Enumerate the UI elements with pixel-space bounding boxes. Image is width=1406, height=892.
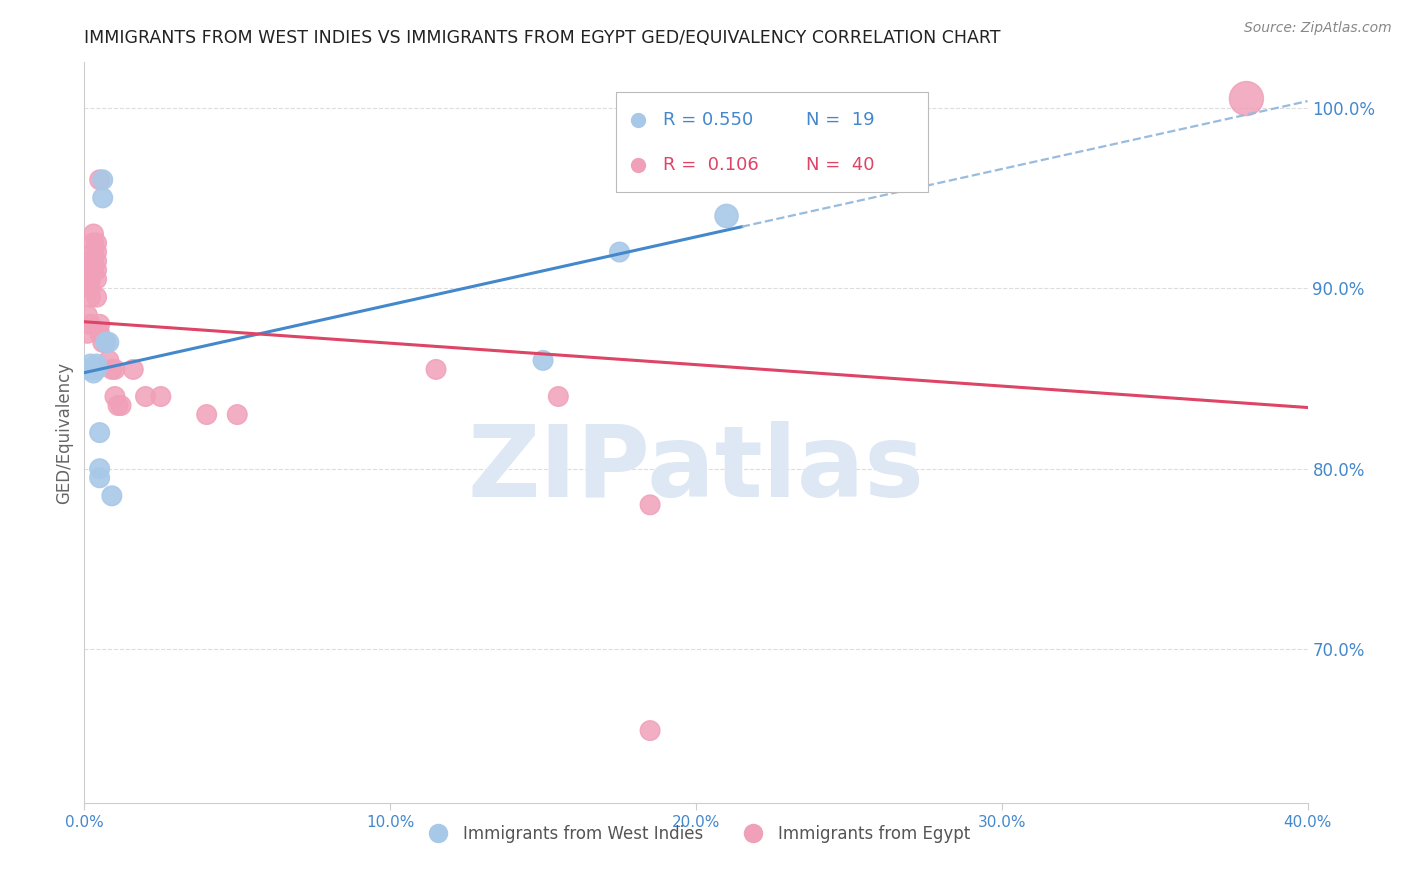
Point xyxy=(547,390,569,404)
Text: ZIPatlas: ZIPatlas xyxy=(468,421,924,518)
Text: IMMIGRANTS FROM WEST INDIES VS IMMIGRANTS FROM EGYPT GED/EQUIVALENCY CORRELATION: IMMIGRANTS FROM WEST INDIES VS IMMIGRANT… xyxy=(84,29,1001,47)
Point xyxy=(79,281,101,295)
Point xyxy=(195,408,218,422)
Text: N =  19: N = 19 xyxy=(806,111,875,129)
Point xyxy=(79,254,101,268)
Point xyxy=(731,173,754,187)
Point xyxy=(149,390,172,404)
Point xyxy=(86,245,108,260)
Point xyxy=(79,272,101,286)
Point xyxy=(531,353,554,368)
Point xyxy=(89,318,111,332)
Point xyxy=(94,335,117,350)
Point xyxy=(107,399,129,413)
Point xyxy=(104,390,127,404)
Point xyxy=(104,362,127,376)
Point xyxy=(83,254,105,268)
Point xyxy=(79,263,101,277)
Point xyxy=(79,357,101,371)
Point xyxy=(83,245,105,260)
Point xyxy=(101,489,124,503)
Point xyxy=(226,408,249,422)
Point xyxy=(89,461,111,475)
Point xyxy=(76,308,98,322)
Point xyxy=(86,254,108,268)
Point xyxy=(83,227,105,241)
Point xyxy=(110,399,132,413)
Text: N =  40: N = 40 xyxy=(806,156,875,174)
Legend: Immigrants from West Indies, Immigrants from Egypt: Immigrants from West Indies, Immigrants … xyxy=(415,819,977,850)
Text: R =  0.106: R = 0.106 xyxy=(664,156,759,174)
Point xyxy=(86,362,108,376)
Point xyxy=(638,498,661,512)
Point xyxy=(83,263,105,277)
Point xyxy=(83,235,105,250)
Point xyxy=(86,357,108,371)
Point xyxy=(425,362,447,376)
Point xyxy=(122,362,145,376)
Point xyxy=(89,425,111,440)
Point xyxy=(86,272,108,286)
Point xyxy=(89,471,111,485)
Point xyxy=(86,290,108,304)
FancyBboxPatch shape xyxy=(616,92,928,192)
Point xyxy=(83,362,105,376)
Point xyxy=(97,335,120,350)
Point xyxy=(89,173,111,187)
Point xyxy=(76,362,98,376)
Point xyxy=(101,362,124,376)
Point xyxy=(609,245,631,260)
Point xyxy=(79,318,101,332)
Point xyxy=(97,353,120,368)
Point xyxy=(86,235,108,250)
Text: R = 0.550: R = 0.550 xyxy=(664,111,754,129)
Point xyxy=(79,290,101,304)
Point xyxy=(83,366,105,380)
Point xyxy=(76,326,98,341)
Y-axis label: GED/Equivalency: GED/Equivalency xyxy=(55,361,73,504)
Point xyxy=(716,209,738,223)
Point xyxy=(91,191,114,205)
Point xyxy=(135,390,157,404)
Point xyxy=(638,723,661,738)
Point xyxy=(89,326,111,341)
Point xyxy=(1236,91,1258,105)
Point xyxy=(86,360,108,375)
Point xyxy=(86,263,108,277)
Text: Source: ZipAtlas.com: Source: ZipAtlas.com xyxy=(1244,21,1392,35)
Point xyxy=(91,335,114,350)
Point xyxy=(94,335,117,350)
Point xyxy=(91,173,114,187)
